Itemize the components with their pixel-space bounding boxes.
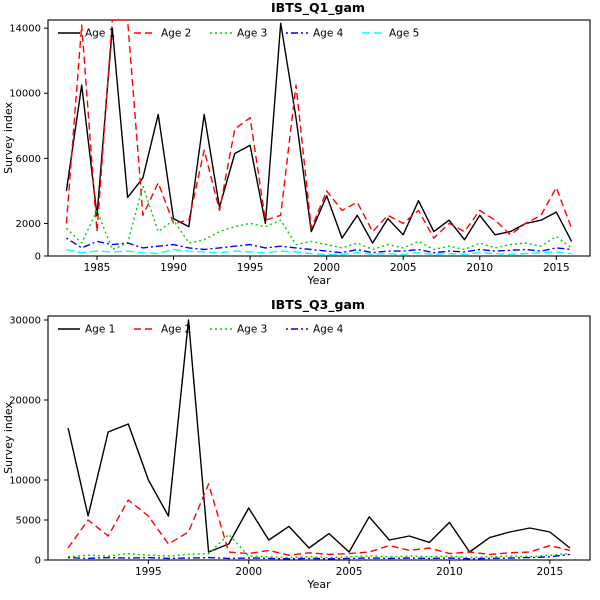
chart-ibts-q1: IBTS_Q1_gam 1985 1990 1995 2000 2005 2010 2015… [0, 0, 600, 292]
svg-text:Age 1: Age 1 [85, 28, 115, 40]
svg-text:1995: 1995 [237, 262, 264, 274]
svg-text:2010: 2010 [466, 262, 493, 274]
chart-q3-plot: 1995 2000 2005 2010 2015 0 5000 10000 20000 30000… [2, 315, 591, 591]
svg-text:1995: 1995 [135, 566, 162, 578]
svg-text:0: 0 [35, 556, 41, 567]
svg-text:Year: Year [306, 274, 331, 287]
chart-ibts-q3: IBTS_Q3_gam 1995 2000 2005 2010 2015 0 5000 100… [0, 292, 600, 600]
svg-text:Age 5: Age 5 [389, 28, 419, 40]
svg-text:6000: 6000 [16, 154, 41, 165]
svg-text:Year: Year [306, 578, 331, 591]
svg-text:Age 4: Age 4 [313, 324, 344, 336]
svg-text:30000: 30000 [9, 316, 41, 327]
svg-text:2005: 2005 [336, 566, 363, 578]
svg-text:20000: 20000 [9, 396, 41, 407]
svg-text:Survey index: Survey index [2, 102, 15, 174]
svg-text:2000: 2000 [16, 219, 41, 230]
svg-text:Age 2: Age 2 [161, 324, 191, 336]
svg-text:Age 3: Age 3 [237, 28, 267, 40]
svg-text:Survey index: Survey index [2, 402, 15, 474]
svg-text:2015: 2015 [543, 262, 570, 274]
chart-q1-plot: 1985 1990 1995 2000 2005 2010 2015 0 2000 6000 100… [2, 19, 591, 287]
svg-text:2000: 2000 [313, 262, 340, 274]
chart-title-q1: IBTS_Q1_gam [271, 0, 365, 15]
svg-text:2015: 2015 [536, 566, 563, 578]
svg-text:14000: 14000 [9, 24, 41, 35]
svg-text:Age 4: Age 4 [313, 28, 344, 40]
svg-text:2000: 2000 [235, 566, 262, 578]
svg-text:5000: 5000 [16, 516, 41, 527]
svg-text:1990: 1990 [160, 262, 187, 274]
svg-text:10000: 10000 [9, 476, 41, 487]
svg-text:10000: 10000 [9, 89, 41, 100]
svg-text:0: 0 [35, 252, 41, 263]
svg-text:2010: 2010 [436, 566, 463, 578]
svg-text:Age 3: Age 3 [237, 324, 267, 336]
chart-title-q3: IBTS_Q3_gam [271, 297, 365, 312]
svg-text:Age 1: Age 1 [85, 324, 115, 336]
svg-text:2005: 2005 [390, 262, 417, 274]
svg-text:1985: 1985 [84, 262, 111, 274]
svg-text:Age 2: Age 2 [161, 28, 191, 40]
